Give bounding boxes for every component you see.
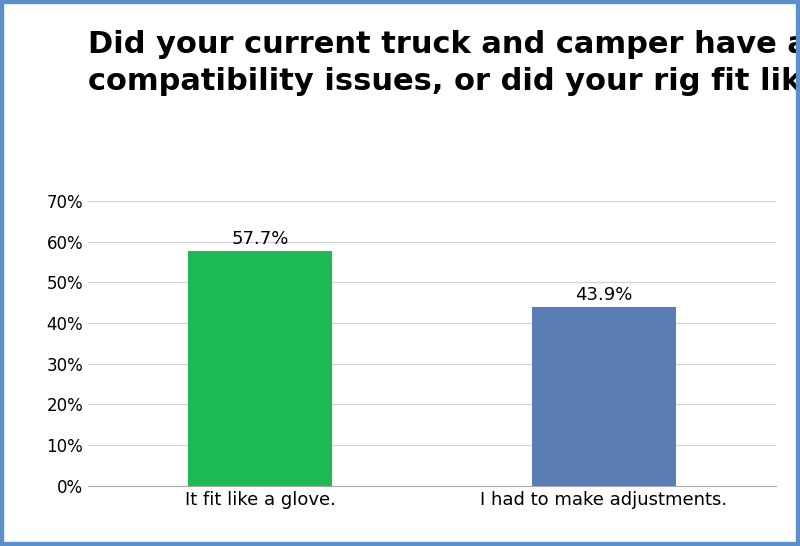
Text: 57.7%: 57.7%	[231, 230, 289, 248]
Bar	[188, 251, 332, 486]
Text: 43.9%: 43.9%	[575, 286, 633, 304]
Text: Did your current truck and camper have any fit
compatibility issues, or did your: Did your current truck and camper have a…	[88, 30, 800, 96]
Bar	[532, 307, 676, 486]
